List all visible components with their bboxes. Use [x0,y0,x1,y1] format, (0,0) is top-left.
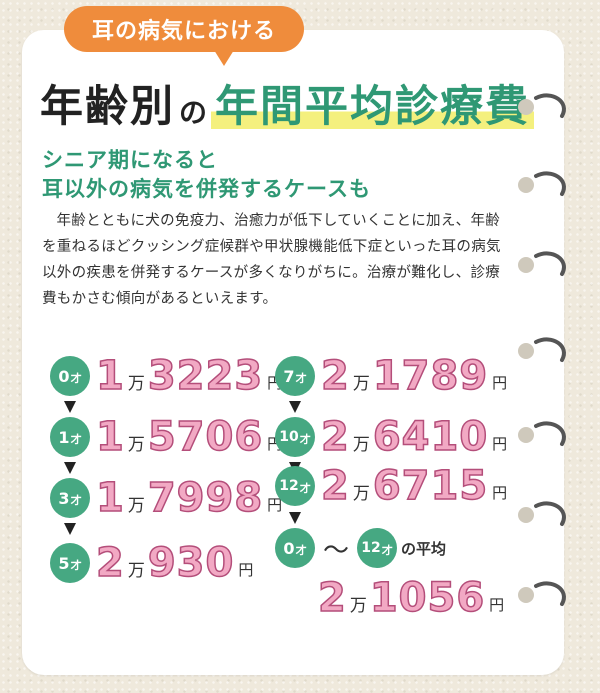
down-arrow-icon [64,462,76,474]
cost-rest-value: 6715 [372,463,489,509]
age-badge: 10 才 [275,417,315,457]
average-man-value: 2 [317,575,347,621]
cost-rest-value: 1789 [372,353,489,399]
cost-man-value: 1 [95,353,125,399]
unit-yen: 円 [238,561,254,579]
topic-tag: 耳の病気における [64,6,304,66]
unit-man: 万 [127,561,145,581]
binder-ring-icon [518,421,566,446]
binder-ring-icon [518,501,566,526]
binder-ring-icon [518,251,566,276]
unit-yen: 円 [489,596,505,614]
unit-yen: 円 [492,484,508,502]
cost-man-value: 2 [320,463,350,509]
binder-ring-icon [518,337,566,362]
cost-rest-value: 6410 [372,414,489,460]
cost-man-value: 1 [95,414,125,460]
unit-man: 万 [352,484,370,504]
cost-row-age-12: 12 才 2 万 6715 円 [275,463,508,509]
cost-rest-value: 5706 [147,414,264,460]
title-highlight: 年間平均診療費 [211,72,535,134]
subheading: シニア期になると 耳以外の病気を併発するケースも [42,146,522,204]
binder-ring-icon [518,581,566,606]
subheading-line2: 耳以外の病気を併発するケースも [42,177,371,201]
binder-ring-icon [518,171,566,196]
unit-man: 万 [352,435,370,455]
unit-yen: 円 [492,435,508,453]
cost-man-value: 2 [95,540,125,586]
average-rest-value: 1056 [369,575,486,621]
unit-man: 万 [127,374,145,394]
down-arrow-icon [289,401,301,413]
binder-ring-icon [518,93,566,118]
cost-row-age-10: 10 才 2 万 6410 円 [275,414,508,460]
cost-rest-value: 930 [147,540,235,586]
unit-yen: 円 [267,496,283,514]
cost-rest-value: 7998 [147,475,264,521]
subheading-line1: シニア期になると [42,148,218,172]
title-part1: 年齢別 [40,82,175,132]
unit-man: 万 [127,435,145,455]
down-arrow-icon [64,523,76,535]
average-label: の平均 [401,539,447,558]
average-cost-row: 2 万 1056 円 [317,575,505,621]
unit-man: 万 [127,496,145,516]
range-tilde: 〜 [323,535,350,566]
unit-man: 万 [352,374,370,394]
unit-man: 万 [349,596,367,616]
age-badge-to: 12 才 [357,528,398,568]
title-particle: の [179,96,208,129]
cost-man-value: 1 [95,475,125,521]
cost-rest-value: 3223 [147,353,264,399]
down-arrow-icon [64,401,76,413]
down-arrow-icon [289,512,301,524]
cost-man-value: 2 [320,353,350,399]
body-paragraph: 年齢とともに犬の免疫力、治癒力が低下していくことに加え、年齢を重ねるほどクッシン… [42,213,501,307]
cost-man-value: 2 [320,414,350,460]
page-title: 年齢別 の 年間平均診療費 [40,72,535,134]
age-badge: 12 才 [275,466,315,506]
unit-yen: 円 [492,374,508,392]
